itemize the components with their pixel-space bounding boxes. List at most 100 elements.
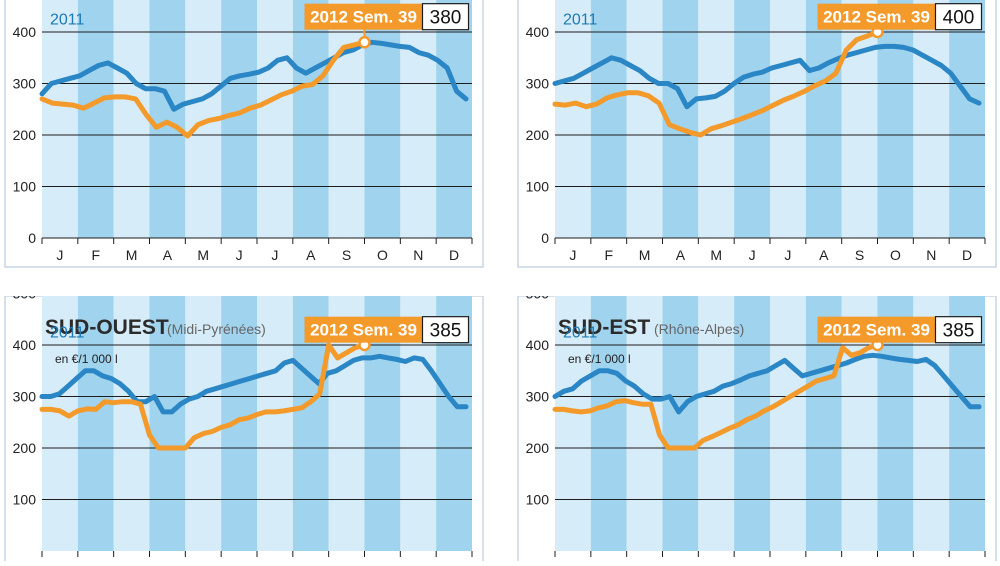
month-band	[364, 0, 401, 238]
month-band	[555, 0, 591, 238]
y-tick-label: 500	[13, 296, 37, 302]
month-band	[555, 293, 591, 551]
month-band	[185, 293, 222, 551]
chart-svg-1: 0 100 200 300 400 J F M A M J J A S O N Den €/1 000 l 201…	[4, 0, 484, 268]
month-label: A	[676, 247, 686, 263]
month-band	[662, 293, 699, 551]
month-label: J	[569, 247, 576, 263]
unit-label: en €/1 000 l	[568, 352, 631, 366]
month-label: O	[890, 247, 901, 263]
callout-value: 380	[430, 8, 462, 29]
month-label: S	[342, 247, 351, 263]
callout-value-box	[934, 3, 983, 31]
month-band	[770, 0, 806, 238]
month-label: A	[306, 247, 316, 263]
month-label: J	[784, 247, 791, 263]
y-tick-label: 0	[28, 230, 36, 246]
callout-label: 2012 Sem. 39	[823, 321, 930, 340]
y-tick-label: 300	[13, 76, 37, 92]
callout-label: 2012 Sem. 39	[310, 321, 417, 340]
month-label: A	[163, 247, 173, 263]
chart-svg-2: 0 100 200 300 400 J F M A M J J A S O N Den €/1 000 l 201…	[517, 0, 997, 268]
callout-value-box	[421, 316, 470, 344]
month-label: M	[197, 247, 209, 263]
month-label: J	[236, 247, 243, 263]
y-tick-label: 100	[13, 492, 37, 508]
month-band	[221, 0, 257, 238]
series-2012-line	[39, 342, 367, 451]
month-label: J	[56, 247, 63, 263]
callout-value-box	[934, 316, 983, 344]
callout-label-box	[817, 3, 936, 30]
month-label: F	[91, 247, 100, 263]
month-label: M	[710, 247, 722, 263]
month-label: M	[639, 247, 651, 263]
month-label: J	[749, 247, 756, 263]
month-label: D	[962, 247, 972, 263]
y-tick-label: 100	[526, 492, 550, 508]
month-band	[698, 293, 735, 551]
callout-label-box	[304, 316, 423, 343]
series-2011-label: 2011	[50, 324, 85, 341]
callout-value-box	[421, 3, 470, 31]
month-band	[626, 0, 663, 238]
callout-dot	[358, 36, 371, 49]
month-label: J	[271, 247, 278, 263]
y-tick-label: 300	[13, 389, 37, 405]
series-2012-line	[552, 342, 880, 451]
month-band	[400, 0, 437, 238]
chart-panel-sud-est: 100 200 300 400 500 SUD-EST(Rhône-Alpes) en €/…	[513, 286, 998, 566]
month-band	[149, 0, 186, 238]
series-2011-label: 2011	[50, 11, 85, 28]
month-label: D	[449, 247, 459, 263]
series-2011-line	[552, 352, 982, 415]
month-band	[42, 293, 78, 551]
chart-subtitle: (Rhône-Alpes)	[654, 321, 744, 337]
unit-label: en €/1 000 l	[55, 0, 118, 3]
series-2011-line	[39, 39, 469, 112]
month-band	[149, 293, 186, 551]
y-tick-label: 400	[526, 24, 550, 40]
month-label: F	[604, 247, 613, 263]
callout-label-box	[817, 316, 936, 343]
series-2011-label: 2011	[563, 324, 598, 341]
month-band	[77, 293, 114, 551]
month-band	[436, 0, 472, 238]
month-band	[698, 0, 735, 238]
y-tick-label: 400	[13, 24, 37, 40]
callout-value: 400	[943, 8, 975, 29]
callout-label-box	[304, 3, 423, 30]
chart-title: SUD-EST	[558, 316, 650, 339]
chart-panel-2: 0 100 200 300 400 J F M A M J J A S O N Den €/1 000 l 201…	[513, 0, 998, 268]
unit-label: en €/1 000 l	[568, 0, 631, 3]
series-2011-label: 2011	[563, 11, 598, 28]
chart-panel-sud-ouest: 100 200 300 400 500 SUD-OUEST(Midi-Pyrénées) e…	[0, 286, 485, 566]
month-band	[328, 0, 365, 238]
month-band	[913, 0, 950, 238]
month-band	[113, 0, 150, 238]
chart-title: SUD-OUEST	[45, 316, 169, 339]
series-2011-line	[552, 43, 982, 110]
month-label: A	[819, 247, 829, 263]
callout-label: 2012 Sem. 39	[823, 8, 930, 27]
unit-label: en €/1 000 l	[55, 352, 118, 366]
month-label: M	[126, 247, 138, 263]
month-band	[949, 0, 985, 238]
y-tick-label: 200	[13, 127, 37, 143]
month-band	[257, 0, 293, 238]
y-tick-label: 0	[541, 230, 549, 246]
month-band	[877, 0, 914, 238]
y-tick-label: 400	[526, 337, 550, 353]
y-tick-label: 300	[526, 389, 550, 405]
month-band	[770, 293, 806, 551]
series-2011-line	[39, 353, 469, 415]
y-tick-label: 500	[526, 296, 550, 302]
y-tick-label: 400	[13, 337, 37, 353]
month-label: N	[413, 247, 423, 263]
month-label: N	[926, 247, 936, 263]
callout-value: 385	[943, 321, 975, 342]
y-tick-label: 100	[13, 179, 37, 195]
chart-subtitle: (Midi-Pyrénées)	[167, 321, 266, 337]
month-band	[590, 0, 627, 238]
month-band	[292, 0, 329, 238]
